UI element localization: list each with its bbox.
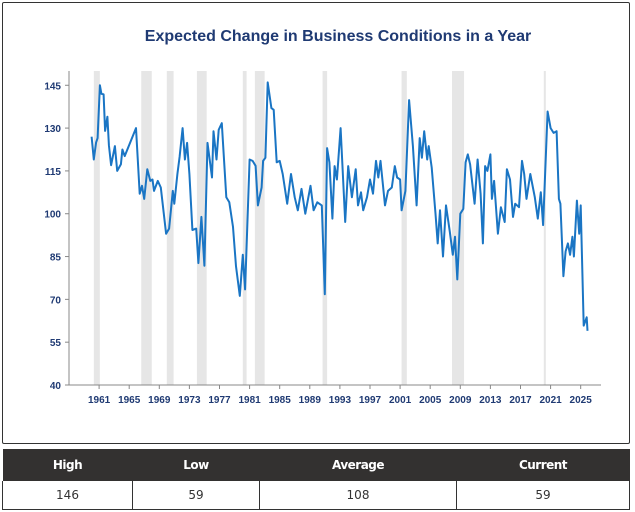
x-tick-label: 1973 bbox=[178, 395, 201, 406]
stats-header-row: High Low Average Current bbox=[2, 449, 630, 481]
x-tick-label: 2009 bbox=[449, 395, 472, 406]
series-line bbox=[90, 81, 589, 331]
value-current: 59 bbox=[456, 481, 630, 510]
x-tick-label: 1969 bbox=[148, 395, 171, 406]
value-high: 146 bbox=[2, 481, 133, 510]
y-tick-label: 145 bbox=[44, 81, 61, 92]
recession-band bbox=[254, 71, 265, 385]
chart-title: Expected Change in Business Conditions i… bbox=[145, 28, 531, 45]
stats-value-row: 146 59 108 59 bbox=[2, 481, 630, 510]
x-tick-label: 2013 bbox=[479, 395, 502, 406]
y-tick-label: 100 bbox=[44, 210, 61, 221]
recession-band bbox=[401, 71, 407, 385]
y-tick-label: 85 bbox=[50, 253, 62, 264]
y-tick-label: 55 bbox=[50, 338, 62, 349]
recession-band bbox=[452, 71, 465, 385]
value-low: 59 bbox=[132, 481, 260, 510]
x-tick-label: 1961 bbox=[88, 395, 111, 406]
x-tick-label: 1981 bbox=[238, 395, 261, 406]
line-chart: Expected Change in Business Conditions i… bbox=[44, 28, 601, 406]
y-tick-label: 70 bbox=[50, 295, 62, 306]
value-average: 108 bbox=[259, 481, 457, 510]
x-tick-label: 2021 bbox=[539, 395, 562, 406]
recession-band bbox=[242, 71, 247, 385]
x-tick-label: 2025 bbox=[570, 395, 593, 406]
x-tick-label: 1989 bbox=[299, 395, 322, 406]
recession-band bbox=[322, 71, 328, 385]
stats-table: High Low Average Current 146 59 108 59 bbox=[2, 449, 630, 510]
header-high: High bbox=[2, 449, 133, 481]
x-tick-label: 2005 bbox=[419, 395, 442, 406]
x-tick-label: 1985 bbox=[269, 395, 292, 406]
recession-band bbox=[93, 71, 100, 385]
header-low: Low bbox=[132, 449, 260, 481]
recession-band bbox=[141, 71, 152, 385]
recession-band bbox=[166, 71, 174, 385]
y-tick-label: 130 bbox=[44, 124, 61, 135]
x-tick-label: 1993 bbox=[329, 395, 352, 406]
x-tick-label: 1965 bbox=[118, 395, 141, 406]
x-tick-label: 1997 bbox=[359, 395, 382, 406]
chart-panel: Expected Change in Business Conditions i… bbox=[2, 2, 630, 444]
y-tick-label: 115 bbox=[45, 167, 62, 178]
header-current: Current bbox=[456, 449, 630, 481]
recession-band bbox=[543, 71, 546, 385]
x-tick-label: 1977 bbox=[208, 395, 231, 406]
x-tick-label: 2001 bbox=[389, 395, 412, 406]
header-average: Average bbox=[259, 449, 457, 481]
y-tick-label: 40 bbox=[50, 381, 62, 392]
x-tick-label: 2017 bbox=[509, 395, 532, 406]
